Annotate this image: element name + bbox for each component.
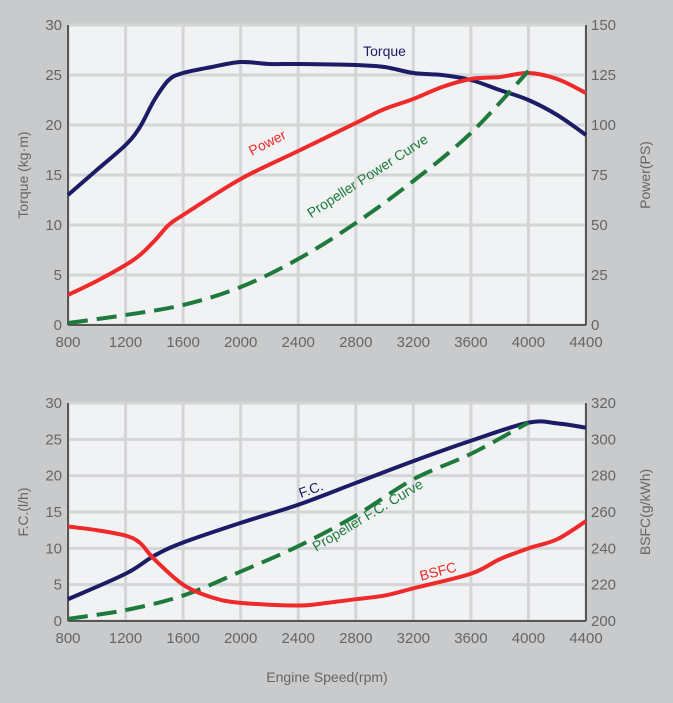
y-tick-label: 30 <box>45 17 62 34</box>
chart-panel-1: 800 1200 1600 2000 2400 2800 3200 3600 4000 44000… <box>15 17 653 351</box>
series-line-propeller-power-curve <box>67 69 530 325</box>
y2-tick-label: 280 <box>591 468 616 485</box>
y2-tick-label: 320 <box>591 395 616 412</box>
x-tick-label: 3200 <box>397 334 430 351</box>
y-tick-label: 10 <box>45 540 62 557</box>
series-line-bsfc <box>67 519 588 608</box>
y-axis-label: F.C.(l/h) <box>15 488 31 537</box>
x-tick-label: 4400 <box>569 630 602 647</box>
y2-tick-label: 0 <box>591 317 599 334</box>
y-tick-label: 25 <box>45 431 62 448</box>
chart-panel-2: 800 1200 1600 2000 2400 2800 3200 3600 4000 4400 0… <box>15 395 653 685</box>
x-tick-label: 800 <box>55 630 80 647</box>
y-tick-label: 25 <box>45 67 62 84</box>
x-axis-label: Engine Speed(rpm) <box>266 669 387 685</box>
y-tick-label: 10 <box>45 217 62 234</box>
y2-axis-label: BSFC(g/kWh) <box>637 469 653 555</box>
x-tick-label: 4000 <box>512 334 545 351</box>
y-axis-label: Torque (kg·m) <box>15 131 31 218</box>
x-tick-label: 4400 <box>569 334 602 351</box>
x-tick-label: 2400 <box>282 630 315 647</box>
y2-tick-label: 125 <box>591 67 616 84</box>
x-tick-label: 2000 <box>224 334 257 351</box>
y2-tick-label: 50 <box>591 217 608 234</box>
y2-tick-label: 300 <box>591 431 616 448</box>
y2-tick-label: 200 <box>591 613 616 630</box>
y2-tick-label: 25 <box>591 267 608 284</box>
y-tick-label: 30 <box>45 395 62 412</box>
y-tick-label: 20 <box>45 468 62 485</box>
x-tick-label: 1200 <box>109 334 142 351</box>
series-label-f-c: F.C. <box>296 477 325 501</box>
x-tick-label: 1600 <box>166 334 199 351</box>
x-tick-label: 4000 <box>512 630 545 647</box>
x-tick-label: 3200 <box>397 630 430 647</box>
y-tick-label: 5 <box>54 267 62 284</box>
y2-tick-label: 150 <box>591 17 616 34</box>
x-tick-label: 3600 <box>454 334 487 351</box>
x-tick-label: 800 <box>55 334 80 351</box>
series-label-torque: Torque <box>363 43 406 59</box>
y2-tick-label: 100 <box>591 117 616 134</box>
y-tick-label: 5 <box>54 577 62 594</box>
x-tick-label: 1200 <box>109 630 142 647</box>
y2-tick-label: 240 <box>591 540 616 557</box>
y-tick-label: 0 <box>54 317 62 334</box>
series-line-torque <box>66 59 588 197</box>
series-line-propeller-f-c-curve <box>67 420 530 621</box>
y-tick-label: 0 <box>54 613 62 630</box>
x-tick-label: 2400 <box>282 334 315 351</box>
x-tick-label: 2000 <box>224 630 257 647</box>
y-tick-label: 15 <box>45 504 62 521</box>
x-tick-label: 3600 <box>454 630 487 647</box>
y2-axis-label: Power(PS) <box>637 141 653 209</box>
x-tick-label: 2800 <box>339 630 372 647</box>
x-tick-label: 1600 <box>166 630 199 647</box>
y2-tick-label: 220 <box>591 577 616 594</box>
x-tick-label: 2800 <box>339 334 372 351</box>
y-tick-label: 20 <box>45 117 62 134</box>
y2-tick-label: 260 <box>591 504 616 521</box>
y-tick-label: 15 <box>45 167 62 184</box>
series-line-power <box>67 70 587 297</box>
y2-tick-label: 75 <box>591 167 608 184</box>
